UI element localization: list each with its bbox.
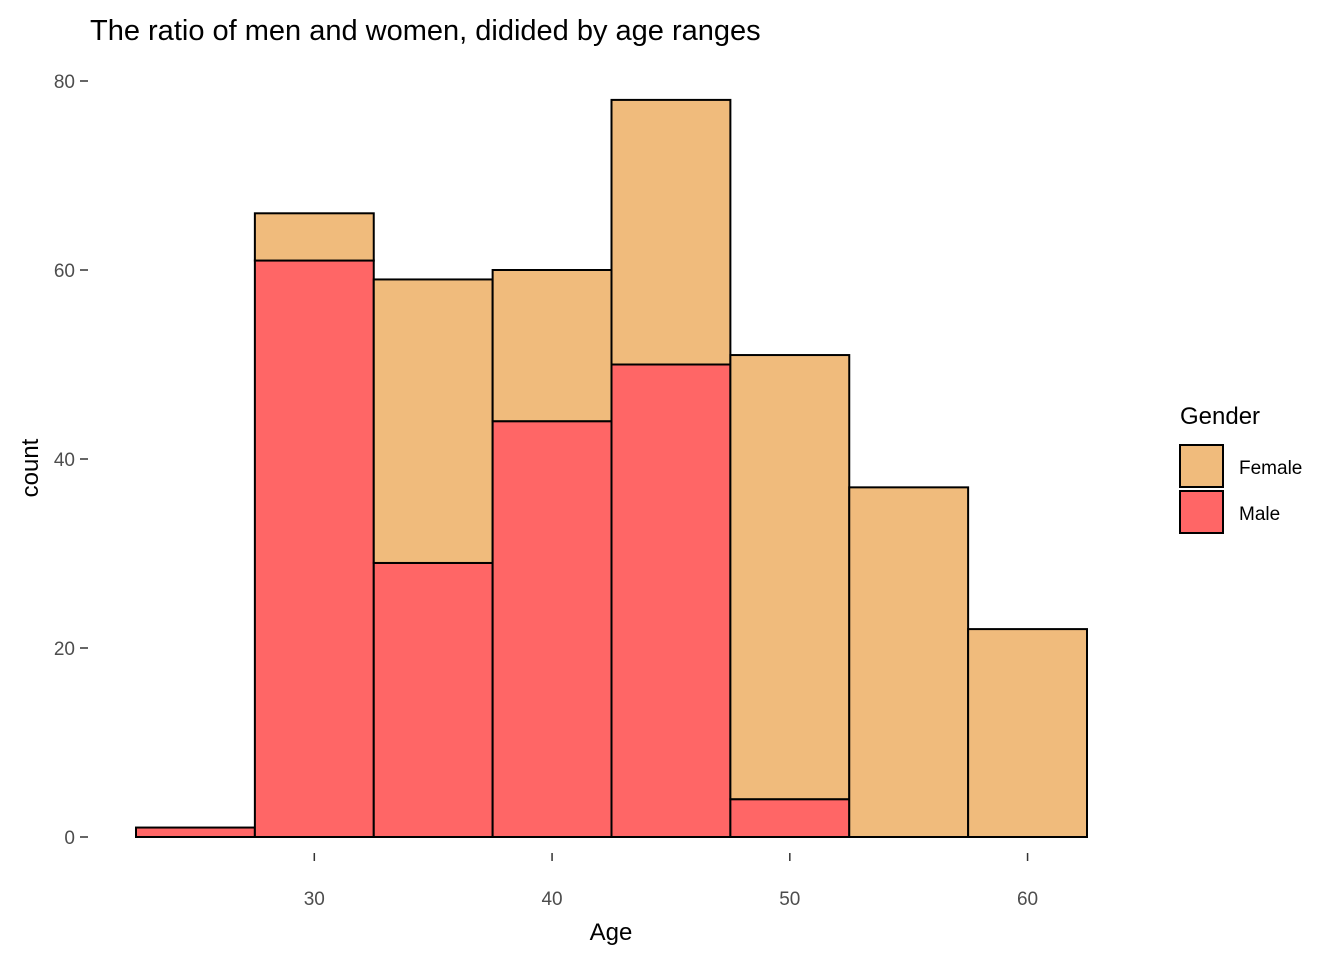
bar-female-6 [848,486,970,838]
bar-male-5 [729,798,851,839]
bar-female-2 [372,278,494,564]
chart-title: The ratio of men and women, didided by a… [90,15,761,47]
x-tick-label: 60 [1017,889,1038,910]
legend-swatch-female [1179,444,1224,488]
y-axis: 0 20 40 60 80 [54,72,88,849]
legend-title: Gender [1180,403,1260,430]
bar-male-3 [491,420,613,838]
y-tick-label: 40 [54,450,75,471]
y-tick-label: 80 [54,72,75,93]
bar-male-4 [610,363,732,838]
x-tick-label: 40 [541,889,562,910]
y-axis-title: count [17,438,44,497]
legend-label-male: Male [1239,504,1280,525]
legend-label-female: Female [1239,458,1302,479]
x-tick-label: 30 [304,889,325,910]
bar-male-1 [253,259,375,838]
bar-female-5 [729,354,851,801]
bar-female-1 [253,212,375,262]
bar-female-3 [491,269,613,423]
bar-male-2 [372,561,494,838]
bar-female-7 [967,628,1088,838]
y-tick-label: 0 [64,828,75,849]
legend-swatch-male [1179,490,1224,534]
y-tick-label: 60 [54,261,75,282]
x-axis-title: Age [590,919,633,946]
x-tick-label: 50 [779,889,800,910]
y-tick-label: 20 [54,639,75,660]
bars-group [135,98,1088,839]
bar-female-4 [610,98,732,366]
bar-male-0 [135,826,256,838]
x-axis: 30 40 50 60 [304,853,1038,910]
legend: Gender Female Male [1179,403,1302,534]
